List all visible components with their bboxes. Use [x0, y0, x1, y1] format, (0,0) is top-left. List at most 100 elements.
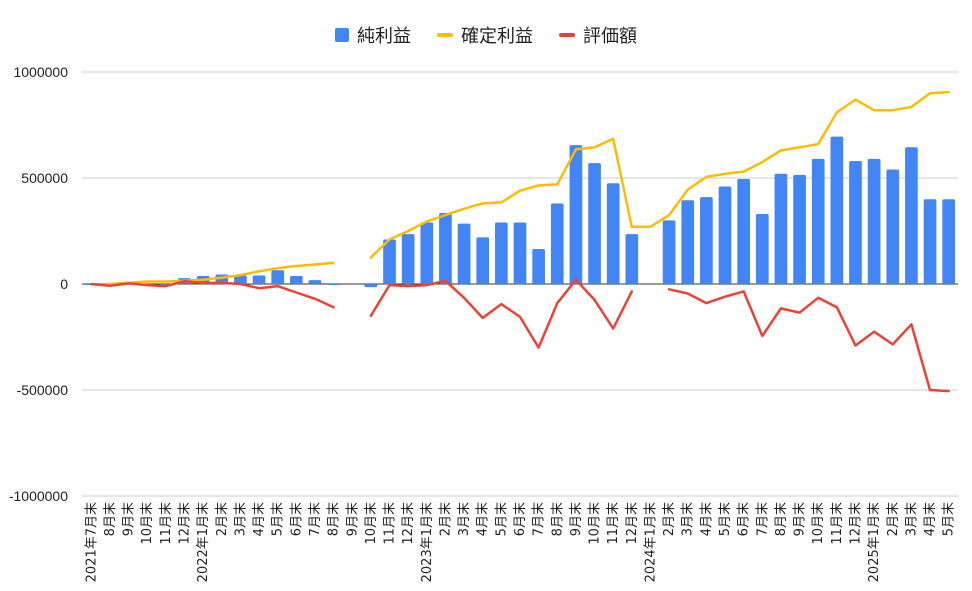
- x-tick-label: 2月末: [886, 502, 901, 536]
- x-tick-label: 12月末: [625, 502, 640, 545]
- bar-net-profit: [439, 212, 452, 284]
- y-tick-label: -500000: [17, 382, 69, 398]
- bar-net-profit: [364, 284, 378, 288]
- legend-label-valuation: 評価額: [583, 26, 637, 47]
- x-tick-label: 2024年1月末: [644, 502, 659, 582]
- x-tick-label: 10月末: [588, 502, 603, 545]
- bar-net-profit: [588, 163, 601, 284]
- bar-net-profit: [662, 220, 676, 284]
- bar-net-profit: [811, 158, 825, 284]
- x-tick-label: 5月末: [494, 502, 509, 536]
- bar-net-profit: [905, 147, 918, 284]
- x-tick-label: 3月末: [233, 502, 248, 536]
- x-tick-label: 4月末: [476, 502, 491, 536]
- bar-net-profit: [737, 179, 750, 284]
- x-tick-label: 3月末: [904, 502, 919, 536]
- legend: 純利益 確定利益 評価額: [0, 22, 972, 48]
- x-tick-label: 2023年1月末: [420, 502, 435, 582]
- legend-item-net-profit[interactable]: 純利益: [335, 22, 411, 48]
- bar-net-profit: [550, 203, 564, 284]
- x-tick-label: 12月末: [849, 502, 864, 545]
- bar-net-profit: [476, 237, 490, 284]
- x-tick-label: 4月末: [252, 502, 267, 536]
- x-tick-label: 10月末: [811, 502, 826, 545]
- y-tick-label: -1000000: [9, 488, 68, 504]
- x-tick-label: 8月末: [103, 502, 118, 536]
- legend-item-valuation[interactable]: 評価額: [559, 22, 637, 48]
- x-tick-label: 6月末: [513, 502, 528, 536]
- x-tick-label: 8月末: [327, 502, 342, 536]
- x-tick-label: 5月末: [718, 502, 733, 536]
- bar-net-profit: [923, 199, 937, 284]
- line-valuation: [90, 278, 950, 393]
- x-tick-label: 11月末: [159, 502, 174, 545]
- bar-net-profit: [495, 222, 508, 284]
- bar-net-profit: [755, 214, 769, 284]
- x-tick-label: 8月末: [774, 502, 789, 536]
- x-tick-label: 8月末: [550, 502, 565, 536]
- x-tick-label: 10月末: [364, 502, 379, 545]
- x-tick-label: 11月末: [606, 502, 621, 545]
- x-tick-label: 9月末: [345, 502, 360, 536]
- x-tick-label: 5月末: [271, 502, 286, 536]
- legend-swatch-valuation: [559, 33, 575, 37]
- bar-net-profit: [867, 158, 881, 284]
- x-tick-label: 3月末: [681, 502, 696, 536]
- bar-net-profit: [718, 186, 732, 284]
- x-tick-label: 9月末: [569, 502, 584, 536]
- legend-label-realized-profit: 確定利益: [461, 26, 533, 47]
- x-tick-label: 6月末: [737, 502, 752, 536]
- x-tick-label: 2021年7月末: [84, 502, 99, 582]
- x-tick-label: 4月末: [923, 502, 938, 536]
- x-tick-label: 5月末: [942, 502, 957, 536]
- bar-net-profit: [700, 197, 713, 284]
- legend-swatch-net-profit: [335, 28, 349, 42]
- x-tick-label: 2月末: [438, 502, 453, 536]
- bar-net-profit: [849, 161, 862, 284]
- x-tick-label: 9月末: [122, 502, 137, 536]
- bar-net-profit: [327, 284, 340, 286]
- legend-label-net-profit: 純利益: [357, 26, 411, 47]
- x-tick-label: 12月末: [401, 502, 416, 545]
- x-tick-label: 7月末: [532, 502, 547, 536]
- bar-net-profit: [234, 275, 247, 284]
- x-tick-label: 11月末: [830, 502, 845, 545]
- x-tick-label: 4月末: [699, 502, 714, 536]
- bar-net-profit: [830, 136, 844, 284]
- x-tick-label: 2025年1月末: [867, 502, 882, 582]
- bar-net-profit: [774, 173, 788, 284]
- x-tick-label: 2022年1月末: [196, 502, 211, 582]
- x-tick-label: 6月末: [289, 502, 304, 536]
- y-tick-label: 0: [60, 276, 68, 292]
- bar-net-profit: [681, 200, 695, 284]
- bar-net-profit: [625, 234, 639, 284]
- bar-net-profit: [271, 270, 285, 284]
- x-tick-label: 12月末: [178, 502, 193, 545]
- legend-swatch-realized-profit: [437, 33, 453, 37]
- x-tick-label: 11月末: [383, 502, 398, 545]
- bar-net-profit: [793, 174, 806, 284]
- bar-net-profit: [401, 234, 415, 284]
- bar-net-profit: [383, 239, 396, 284]
- bar-net-profit: [606, 183, 620, 284]
- legend-item-realized-profit[interactable]: 確定利益: [437, 22, 533, 48]
- bar-net-profit: [290, 275, 303, 284]
- y-tick-label: 1000000: [13, 64, 68, 80]
- x-tick-label: 10月末: [140, 502, 155, 545]
- bar-net-profit: [252, 275, 266, 284]
- x-tick-label: 3月末: [457, 502, 472, 536]
- bar-net-profit: [886, 169, 900, 284]
- bar-net-profit: [513, 222, 527, 284]
- x-tick-label: 7月末: [308, 502, 323, 536]
- x-tick-label: 2月末: [215, 502, 230, 536]
- x-tick-label: 7月末: [755, 502, 770, 536]
- bar-net-profit: [532, 249, 545, 284]
- bar-net-profit: [420, 222, 434, 284]
- x-tick-label: 9月末: [793, 502, 808, 536]
- bar-net-profit: [569, 145, 583, 284]
- bar-net-profit: [457, 223, 471, 284]
- x-tick-label: 2月末: [662, 502, 677, 536]
- y-tick-label: 500000: [21, 170, 68, 186]
- bar-net-profit: [308, 280, 322, 284]
